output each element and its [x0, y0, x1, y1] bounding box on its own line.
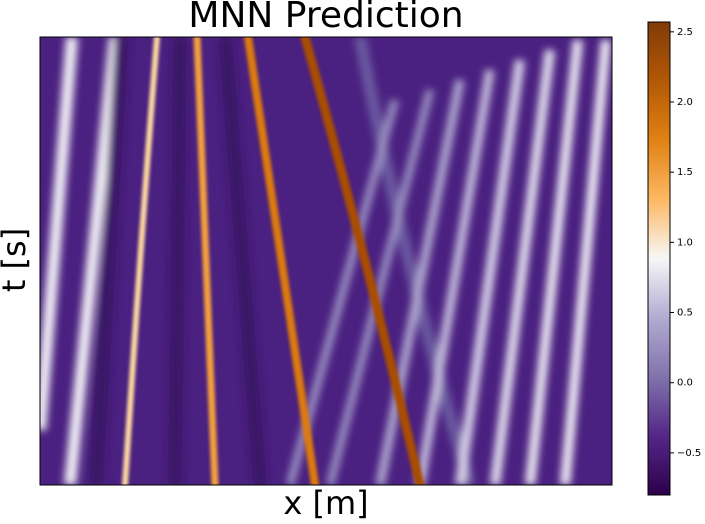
plot-frame: [39, 36, 613, 486]
x-axis-label: x [m]: [283, 484, 368, 522]
colorbar-tick-label: −0.5: [677, 448, 701, 459]
colorbar-tick-label: 2.0: [677, 97, 693, 108]
colorbar-tick-label: 2.5: [677, 27, 693, 38]
heatmap: [40, 37, 612, 485]
chart-title: MNN Prediction: [188, 0, 463, 36]
colorbar-tick-label: 1.0: [677, 237, 693, 248]
colorbar-tick-label: 1.5: [677, 167, 693, 178]
colorbar-tick-label: 0.5: [677, 308, 693, 319]
y-axis-label: t [s]: [0, 228, 33, 292]
colorbar-tick-label: 0.0: [677, 378, 693, 389]
colorbar: [647, 21, 671, 496]
